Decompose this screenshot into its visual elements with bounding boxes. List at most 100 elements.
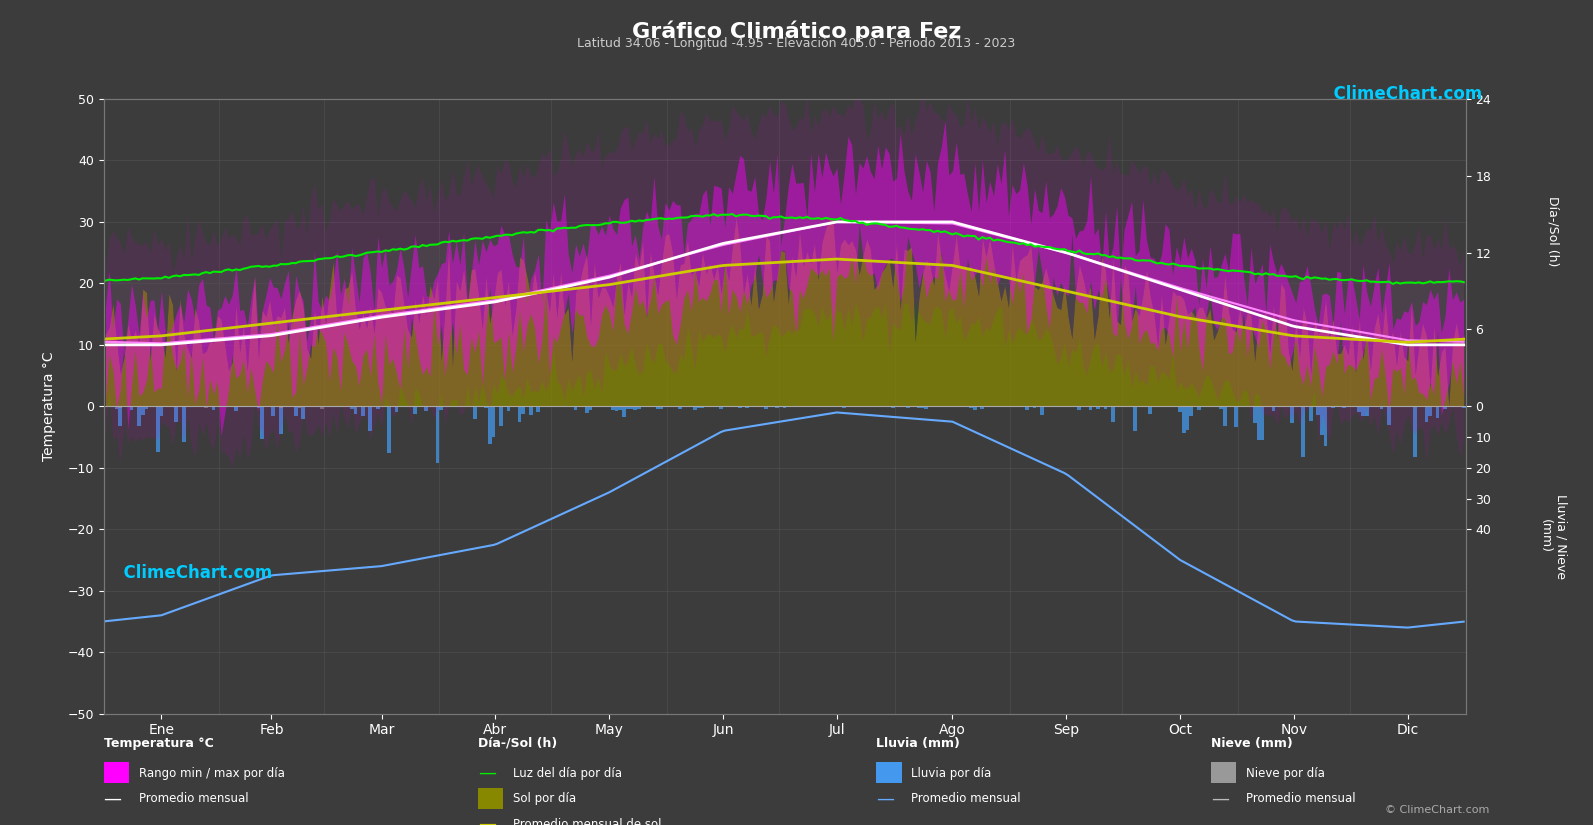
Text: —: — — [104, 790, 121, 808]
Text: Promedio mensual: Promedio mensual — [1246, 792, 1356, 805]
Bar — [1026, 407, 1029, 410]
Bar — [492, 407, 495, 436]
Bar — [529, 407, 532, 414]
Text: Nieve por día: Nieve por día — [1246, 766, 1325, 780]
Bar — [271, 407, 276, 416]
Bar — [159, 407, 162, 416]
Text: ClimeChart.com: ClimeChart.com — [1322, 85, 1483, 103]
Bar — [921, 407, 924, 408]
Text: © ClimeChart.com: © ClimeChart.com — [1384, 804, 1489, 814]
Bar — [137, 407, 140, 426]
Bar — [115, 407, 118, 408]
Bar — [1446, 407, 1451, 408]
Bar — [1424, 407, 1429, 422]
Text: —: — — [478, 764, 495, 782]
Text: Día-/Sol (h): Día-/Sol (h) — [1547, 196, 1560, 266]
Bar — [1196, 407, 1201, 411]
Text: Luz del día por día: Luz del día por día — [513, 766, 621, 780]
Bar — [1223, 407, 1227, 427]
Text: —: — — [876, 790, 894, 808]
Bar — [473, 407, 476, 419]
Bar — [362, 407, 365, 416]
Bar — [1260, 407, 1265, 441]
Bar — [413, 407, 417, 414]
Bar — [1252, 407, 1257, 422]
Bar — [1462, 407, 1466, 408]
Bar — [843, 407, 846, 408]
Bar — [1357, 407, 1360, 412]
Bar — [1380, 407, 1383, 409]
Bar — [175, 407, 178, 422]
Text: —: — — [478, 815, 495, 825]
Bar — [1096, 407, 1099, 409]
Bar — [782, 407, 787, 408]
Bar — [1443, 407, 1446, 408]
Bar — [720, 407, 723, 408]
Bar — [354, 407, 357, 414]
Bar — [293, 407, 298, 416]
Bar — [1388, 407, 1391, 425]
Bar — [118, 407, 123, 408]
Text: Latitud 34.06 - Longitud -4.95 - Elevación 405.0 - Periodo 2013 - 2023: Latitud 34.06 - Longitud -4.95 - Elevaci… — [577, 37, 1016, 50]
Bar — [634, 407, 637, 410]
Bar — [507, 407, 510, 411]
Bar — [1309, 407, 1313, 422]
Bar — [1321, 407, 1324, 435]
Bar — [204, 407, 209, 408]
Bar — [487, 407, 492, 445]
Bar — [1413, 407, 1418, 457]
Text: Promedio mensual: Promedio mensual — [911, 792, 1021, 805]
Bar — [1360, 407, 1365, 416]
Bar — [746, 407, 749, 408]
Bar — [656, 407, 660, 409]
Bar — [765, 407, 768, 409]
Bar — [1257, 407, 1260, 441]
Bar — [156, 407, 159, 452]
Bar — [499, 407, 503, 427]
Bar — [350, 407, 354, 409]
Bar — [440, 407, 443, 410]
Bar — [768, 407, 771, 408]
Bar — [376, 407, 379, 409]
Bar — [521, 407, 526, 414]
Bar — [320, 407, 323, 408]
Y-axis label: Temperatura °C: Temperatura °C — [41, 351, 56, 461]
Bar — [1077, 407, 1082, 410]
Bar — [140, 407, 145, 416]
Bar — [660, 407, 663, 408]
Bar — [260, 407, 264, 439]
Text: Lluvia / Nieve
(mm): Lluvia / Nieve (mm) — [1539, 493, 1568, 579]
Bar — [1429, 407, 1432, 416]
Bar — [685, 407, 690, 408]
Bar — [129, 407, 134, 410]
Bar — [1290, 407, 1294, 423]
Text: Temperatura °C: Temperatura °C — [104, 737, 213, 750]
Bar — [890, 407, 895, 408]
Bar — [424, 407, 429, 411]
Bar — [1435, 407, 1440, 418]
Bar — [1179, 407, 1182, 412]
Text: Sol por día: Sol por día — [513, 792, 577, 805]
Bar — [1219, 407, 1223, 409]
Bar — [589, 407, 593, 410]
Bar — [234, 407, 237, 411]
Bar — [279, 407, 282, 434]
Bar — [368, 407, 373, 431]
Bar — [701, 407, 704, 408]
Bar — [679, 407, 682, 409]
Text: Nieve (mm): Nieve (mm) — [1211, 737, 1292, 750]
Bar — [910, 407, 913, 408]
Bar — [1271, 407, 1276, 411]
Bar — [1343, 407, 1346, 408]
Bar — [212, 407, 215, 410]
Bar — [980, 407, 984, 408]
Bar — [738, 407, 742, 408]
Text: ClimeChart.com: ClimeChart.com — [112, 563, 272, 582]
Bar — [1185, 407, 1190, 430]
Bar — [1324, 407, 1327, 446]
Bar — [1040, 407, 1043, 415]
Bar — [585, 407, 589, 413]
Bar — [693, 407, 696, 410]
Text: Rango min / max por día: Rango min / max por día — [139, 766, 285, 780]
Bar — [1051, 407, 1055, 408]
